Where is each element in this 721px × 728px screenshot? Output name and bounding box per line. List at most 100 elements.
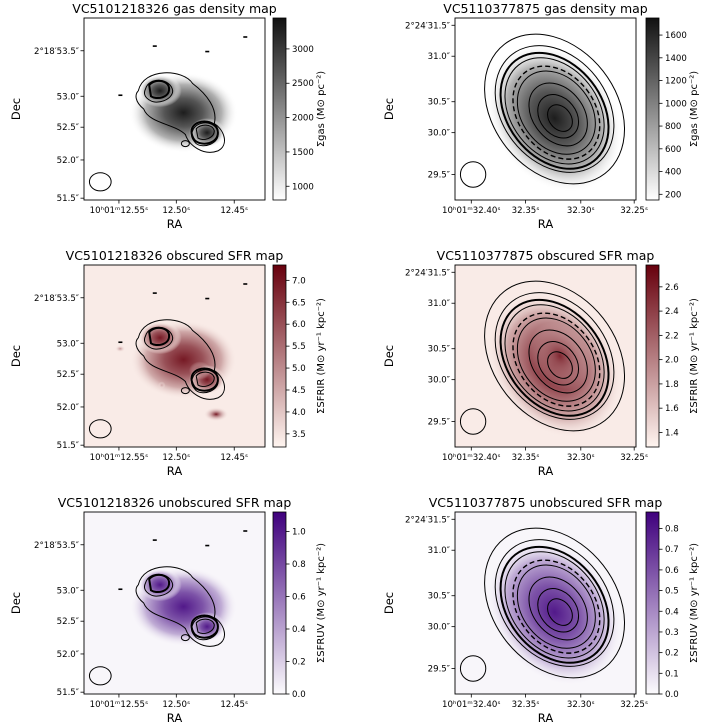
contour-speck bbox=[118, 341, 123, 344]
colorbar-tick-label: 1600 bbox=[665, 31, 687, 41]
colorbar-tick-label: 1.6 bbox=[665, 404, 679, 414]
colorbar-tick-label: 2500 bbox=[292, 79, 314, 89]
heatmap-image bbox=[118, 36, 248, 153]
x-axis-label: RA bbox=[167, 464, 183, 478]
colorbar-tick-label: 6.5 bbox=[292, 298, 306, 308]
panel-6 bbox=[451, 511, 663, 698]
x-tick-label: 32.35ˢ bbox=[512, 453, 540, 463]
y-axis-label: Dec bbox=[382, 592, 396, 614]
y-tick-label: 2°24′31.5″ bbox=[405, 515, 450, 525]
colorbar-tick-label: 5.5 bbox=[292, 342, 306, 352]
beam-ellipse bbox=[88, 419, 112, 439]
contour-line bbox=[195, 371, 215, 388]
colorbar bbox=[645, 17, 660, 201]
contour-line bbox=[504, 57, 605, 165]
x-axis-label: RA bbox=[538, 711, 554, 725]
axes-frame bbox=[83, 17, 266, 201]
hotspot bbox=[529, 322, 591, 390]
y-tick-label: 29.5″ bbox=[428, 418, 450, 428]
x-tick-label: 32.25ˢ bbox=[620, 206, 648, 216]
x-tick-label: 12.45ˢ bbox=[220, 206, 248, 216]
contour-line bbox=[528, 576, 588, 641]
contour-line bbox=[135, 319, 225, 400]
contour-speck bbox=[152, 539, 157, 541]
contour-line bbox=[537, 588, 580, 633]
y-tick-label: 2°18′53.5″ bbox=[34, 294, 79, 304]
axes-frame bbox=[454, 511, 637, 695]
x-tick-label: 10ʰ01ᵐ32.40ˢ bbox=[442, 700, 501, 710]
contour-line bbox=[504, 551, 605, 659]
colorbar-tick-label: 7.0 bbox=[292, 276, 306, 286]
panel-3 bbox=[80, 264, 290, 451]
x-tick-label: 10ʰ01ᵐ12.55ˢ bbox=[90, 700, 149, 710]
contour-line bbox=[494, 539, 615, 667]
colorbar-tick-label: 2.2 bbox=[665, 331, 679, 341]
emission-blob bbox=[138, 568, 182, 602]
y-tick-label: 30.0″ bbox=[428, 623, 450, 633]
contour-line bbox=[195, 124, 215, 141]
y-tick-label: 52.0″ bbox=[57, 403, 79, 413]
colorbar-tick-label: 5.0 bbox=[292, 364, 306, 374]
colorbar-tick-label: 1200 bbox=[665, 77, 687, 87]
beam-ellipse bbox=[88, 172, 112, 192]
contour-line-dashed bbox=[512, 65, 601, 160]
contour-line-thick bbox=[148, 326, 171, 346]
colorbar-tick-label: 2.6 bbox=[665, 283, 679, 293]
heatmap-image bbox=[114, 283, 248, 422]
contour-speck bbox=[243, 36, 248, 38]
contours bbox=[484, 33, 626, 185]
colorbar-tick-label: 0.4 bbox=[292, 625, 306, 635]
contour-line-thick bbox=[148, 79, 171, 99]
emission-blob bbox=[486, 43, 623, 193]
contour-line-thick bbox=[499, 51, 610, 170]
emission-blob bbox=[138, 321, 182, 355]
x-tick-label: 10ʰ01ᵐ12.55ˢ bbox=[90, 206, 149, 216]
contour-line bbox=[484, 527, 626, 679]
contour-line-thick bbox=[190, 614, 219, 639]
colorbar-tick-label: 0.5 bbox=[665, 587, 679, 597]
contour-line bbox=[180, 387, 190, 395]
y-tick-label: 29.5″ bbox=[428, 665, 450, 675]
y-tick-label: 52.5″ bbox=[57, 123, 79, 133]
y-tick-label: 52.0″ bbox=[57, 650, 79, 660]
y-tick-label: 2°24′31.5″ bbox=[405, 268, 450, 278]
colorbar-tick-label: 800 bbox=[665, 122, 681, 132]
contour-speck bbox=[118, 94, 123, 97]
hotspot bbox=[158, 381, 166, 389]
colorbar-tick-label: 600 bbox=[665, 145, 681, 155]
colorbar bbox=[645, 264, 660, 448]
colorbar-label: ΣSFRIR (M⊙ yr⁻¹ kpc⁻²) bbox=[689, 298, 700, 414]
contour-line bbox=[516, 564, 596, 649]
x-axis-label: RA bbox=[538, 217, 554, 231]
colorbar-tick-label: 4.0 bbox=[292, 408, 306, 418]
colorbar-tick-label: 1.4 bbox=[665, 428, 679, 438]
colorbar-tick-label: 0.3 bbox=[665, 628, 679, 638]
contour-line bbox=[516, 70, 596, 155]
panel-5 bbox=[80, 511, 290, 698]
x-tick-label: 10ʰ01ᵐ12.55ˢ bbox=[90, 453, 149, 463]
contour-line bbox=[494, 45, 615, 173]
y-tick-label: 30.5″ bbox=[428, 98, 450, 108]
y-tick-label: 29.5″ bbox=[428, 171, 450, 181]
colorbar-tick-label: 0.1 bbox=[665, 669, 679, 679]
colorbar bbox=[272, 511, 287, 695]
colorbar-tick-label: 1.8 bbox=[665, 380, 679, 390]
contour-line bbox=[547, 598, 573, 626]
y-tick-label: 52.0″ bbox=[57, 156, 79, 166]
emission-blob bbox=[138, 74, 182, 108]
heatmap-image bbox=[484, 33, 626, 193]
contour-speck bbox=[243, 283, 248, 285]
chart-title: VC5110377875 gas density map bbox=[443, 1, 648, 16]
emission-blob bbox=[486, 537, 623, 687]
colorbar-label: ΣSFRUV (M⊙ yr⁻¹ kpc⁻²) bbox=[689, 543, 700, 663]
contour-line bbox=[135, 72, 225, 153]
contour-speck bbox=[152, 45, 157, 47]
contour-speck bbox=[243, 530, 248, 532]
colorbar-label: ΣSFRUV (M⊙ yr⁻¹ kpc⁻²) bbox=[316, 543, 327, 663]
hotspot bbox=[114, 345, 126, 353]
y-tick-label: 51.5″ bbox=[57, 688, 79, 698]
y-tick-label: 30.5″ bbox=[428, 345, 450, 355]
x-axis-label: RA bbox=[167, 711, 183, 725]
contour-line-thick bbox=[499, 545, 610, 664]
axes-frame bbox=[83, 511, 266, 695]
